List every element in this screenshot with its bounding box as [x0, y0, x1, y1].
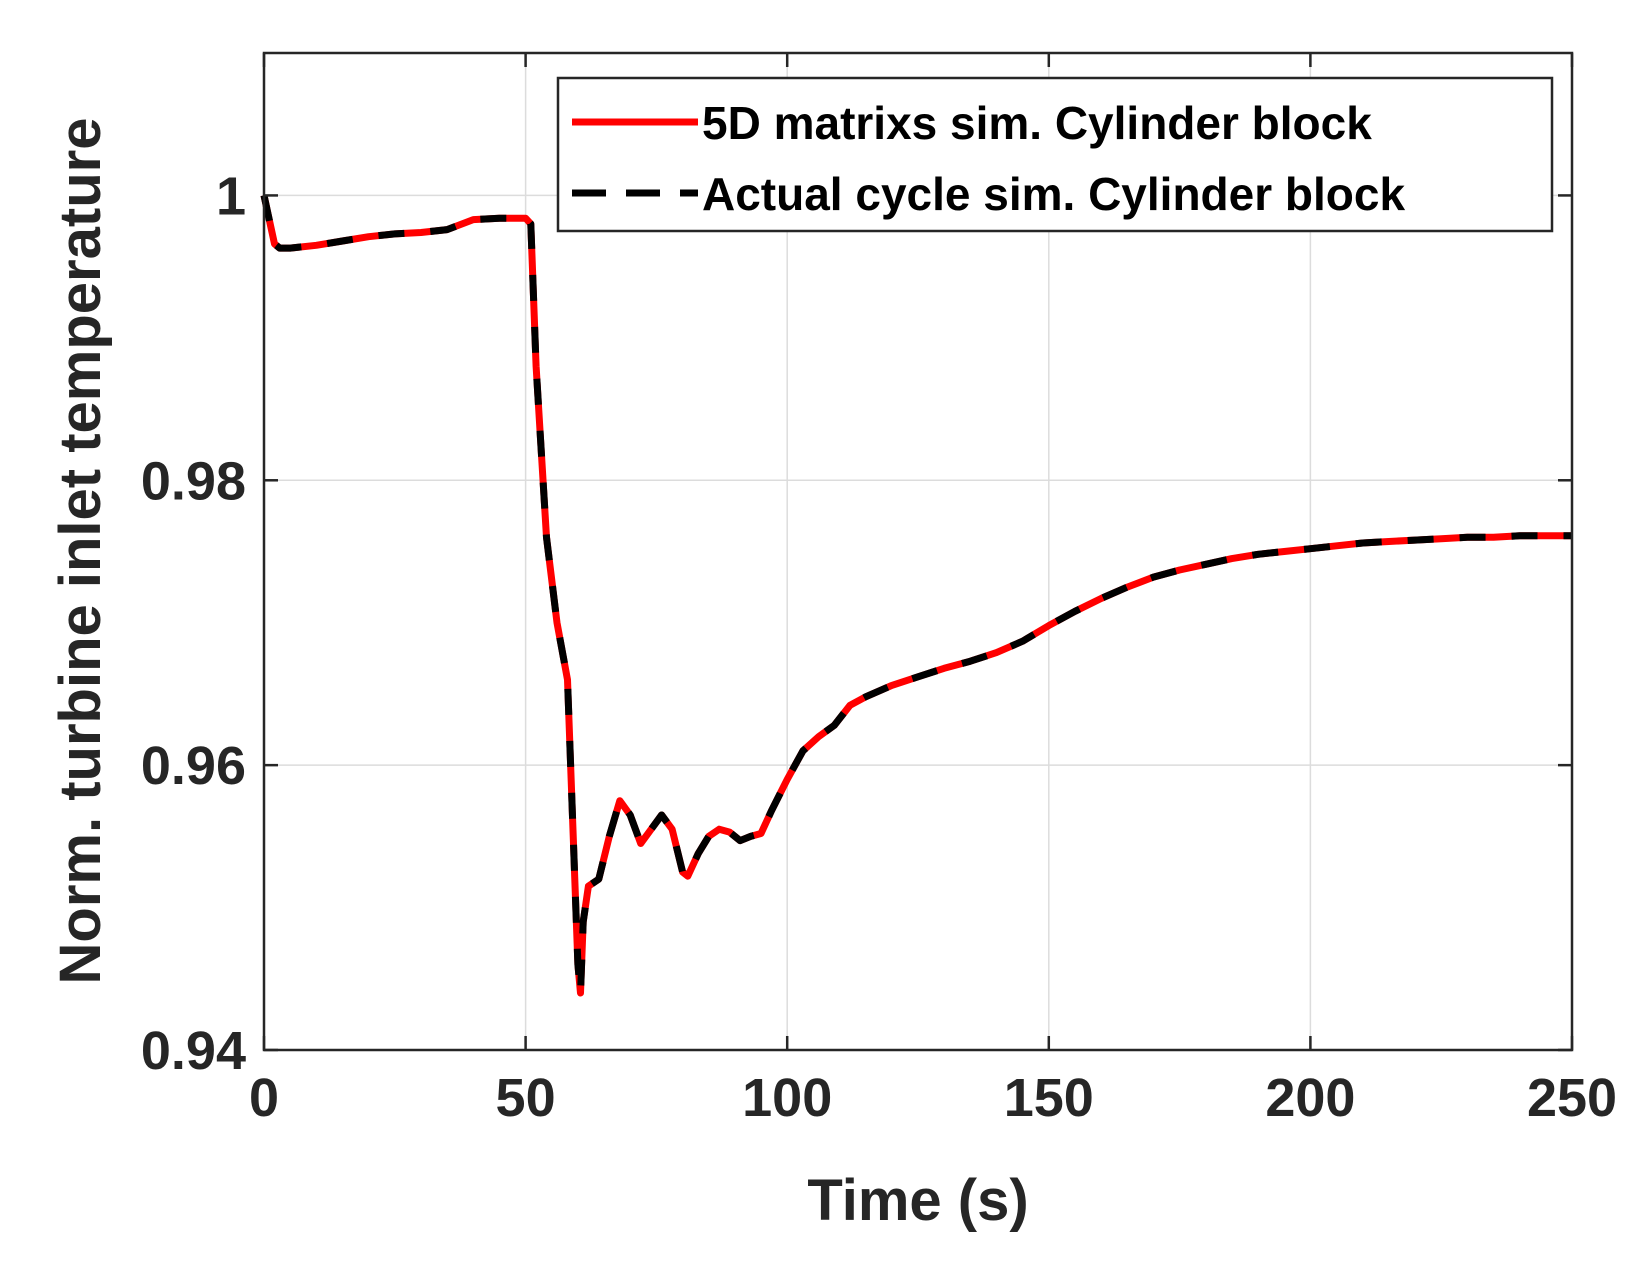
legend-label-series-2: Actual cycle sim. Cylinder block [702, 168, 1405, 220]
y-tick-labels: 0.94 0.96 0.98 1 [141, 166, 246, 1081]
legend-label-series-1: 5D matrixs sim. Cylinder block [702, 97, 1372, 149]
y-tick-label: 0.94 [141, 1021, 246, 1081]
y-tick-label: 0.96 [141, 736, 246, 796]
y-axis-label: Norm. turbine inlet temperature [48, 118, 113, 985]
x-axis-label: Time (s) [807, 1168, 1028, 1233]
series-lines [260, 194, 1572, 997]
x-tick-label: 50 [496, 1068, 556, 1128]
y-tick-label: 1 [216, 166, 246, 226]
series-line-1 [260, 194, 1572, 997]
plot-frame [262, 51, 1574, 1052]
x-tick-label: 100 [742, 1068, 832, 1128]
x-tick-labels: 0 50 100 150 200 250 [249, 1068, 1617, 1128]
legend-box [556, 76, 1554, 233]
axis-ticks [262, 53, 1574, 1052]
x-tick-label: 0 [249, 1068, 279, 1128]
y-tick-label: 0.98 [141, 451, 246, 511]
legend: 5D matrixs sim. Cylinder block Actual cy… [556, 76, 1554, 233]
x-tick-label: 200 [1265, 1068, 1355, 1128]
x-tick-label: 150 [1004, 1068, 1094, 1128]
x-tick-label: 250 [1527, 1068, 1617, 1128]
